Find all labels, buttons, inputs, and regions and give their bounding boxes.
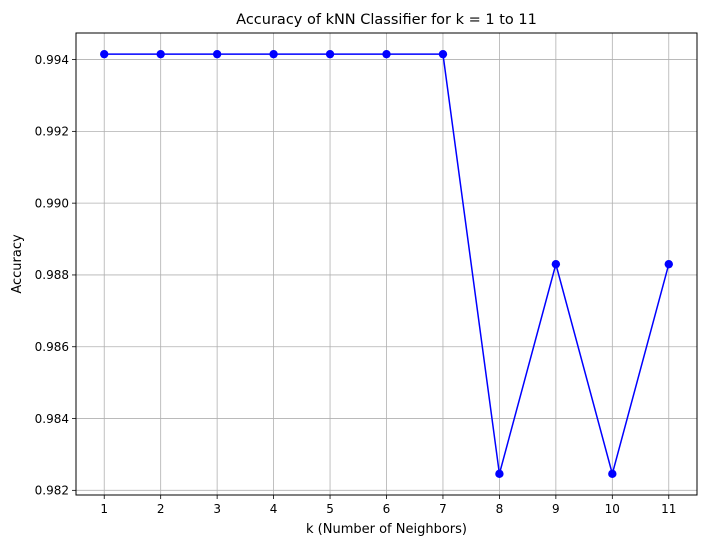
series-markers	[100, 49, 673, 479]
y-tick-label: 0.982	[35, 484, 69, 498]
grid	[76, 33, 697, 495]
data-point	[551, 259, 561, 269]
data-point	[382, 49, 391, 59]
x-tick-label: 11	[661, 502, 676, 516]
data-point	[608, 469, 617, 479]
x-tick-label: 10	[605, 502, 620, 516]
x-tick-label: 1	[100, 502, 108, 516]
y-axis-label: Accuracy	[10, 234, 25, 294]
y-tick-label: 0.990	[35, 196, 69, 210]
x-tick-label: 3	[213, 502, 221, 516]
y-tick-label: 0.986	[35, 340, 69, 354]
data-point	[212, 49, 222, 59]
data-point	[438, 49, 448, 59]
x-tick-label: 8	[496, 502, 504, 516]
data-point	[100, 49, 109, 59]
y-tick-label: 0.984	[35, 412, 69, 426]
y-tick-label: 0.992	[35, 125, 69, 139]
x-tick-label: 6	[383, 502, 391, 516]
x-tick-label: 9	[552, 502, 560, 516]
x-tick-label: 7	[439, 502, 447, 516]
y-axis: 0.982 0.984 0.986 0.988 0.990 0.992 0.994	[35, 53, 76, 498]
x-axis: 1 2 3 4 5 6 7 8 9 10 11	[100, 495, 676, 516]
data-point	[325, 49, 335, 59]
chart-title: Accuracy of kNN Classifier for k = 1 to …	[236, 12, 537, 28]
x-tick-label: 2	[157, 502, 165, 516]
y-tick-label: 0.988	[35, 268, 69, 282]
data-point	[156, 49, 165, 59]
data-point	[269, 49, 278, 59]
y-tick-label: 0.994	[35, 53, 69, 67]
x-axis-label: k (Number of Neighbors)	[306, 522, 467, 537]
data-point	[495, 469, 504, 479]
x-tick-label: 5	[326, 502, 334, 516]
x-tick-label: 4	[270, 502, 278, 516]
data-point	[664, 259, 673, 269]
